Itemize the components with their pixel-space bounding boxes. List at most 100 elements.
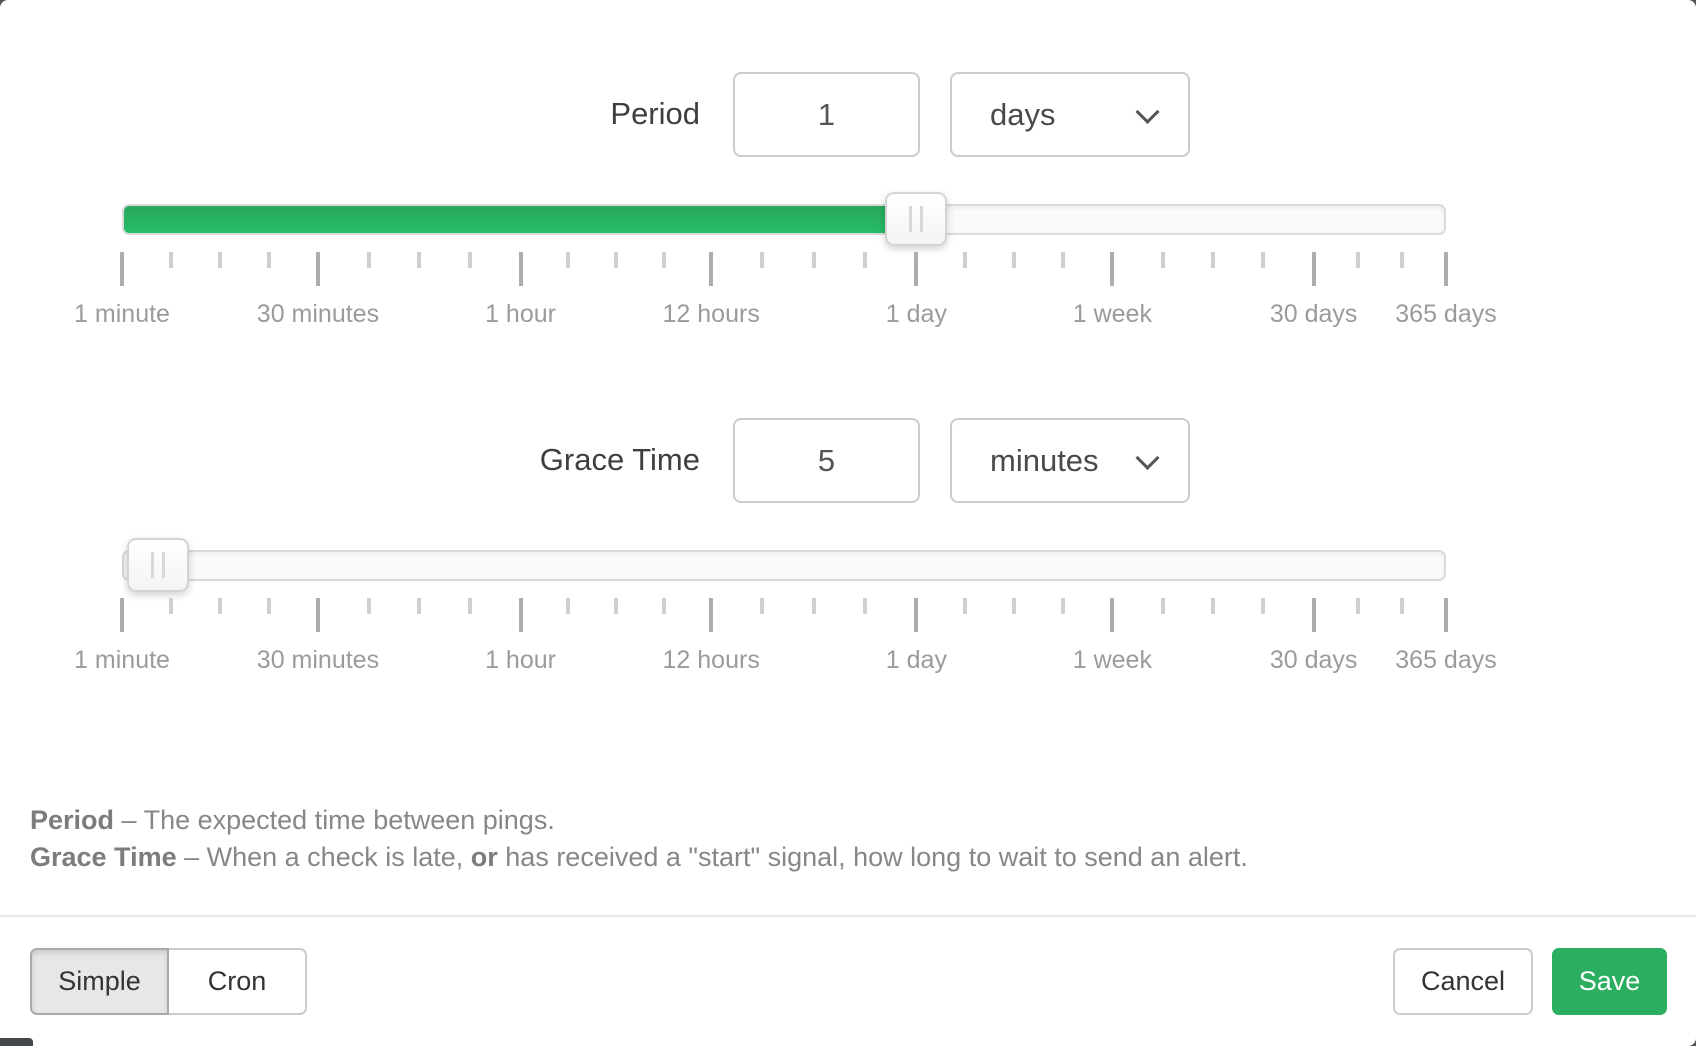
scale-tick-minor [1210,252,1215,268]
scale-tick-label: 12 hours [662,646,760,674]
scale-tick-minor [613,252,618,268]
scale-tick-minor [217,598,222,614]
scale-tick-label: 1 day [885,646,947,674]
scale-tick-minor [811,598,816,614]
scale-tick-minor [613,598,618,614]
scale-tick-minor [366,252,371,268]
period-time-scale: 1 minute 30 minutes 1 hour 12 hours 1 day 1 w… [74,252,1497,332]
scale-tick-minor [760,252,765,268]
cron-mode-button[interactable]: Cron [167,948,307,1015]
scale-tick-minor [467,598,472,614]
scale-tick-label: 12 hours [662,300,760,328]
grace-help-body-1: – When a check is late, [184,842,464,872]
scale-tick-major [1311,598,1316,632]
scale-tick-label: 30 days [1269,300,1358,328]
scale-tick-label: 365 days [1395,646,1497,674]
scale-tick-label: 30 days [1269,646,1358,674]
backdrop-fragment [0,1038,33,1046]
scale-tick-minor [217,252,222,268]
scale-tick-label: 30 minutes [256,646,380,674]
footer-divider [0,915,1696,917]
scale-tick-minor [1355,252,1360,268]
scale-tick-major [315,598,320,632]
scale-tick-minor [467,252,472,268]
period-unit-select[interactable]: days [950,72,1190,157]
grace-slider-track[interactable] [122,550,1446,581]
scale-tick-label: 365 days [1395,300,1497,328]
scale-tick-minor [863,598,868,614]
scale-tick-major [914,252,919,286]
scale-tick-minor [863,252,868,268]
scale-tick-label: 1 hour [485,646,556,674]
scale-tick-minor [963,252,968,268]
scale-tick-minor [1061,598,1066,614]
grace-slider-handle[interactable] [127,538,189,592]
scale-tick-major [1311,252,1316,286]
scale-tick-minor [566,252,571,268]
grace-unit-select[interactable]: minutes [950,418,1190,503]
grace-help-text: Grace Time – When a check is late, or ha… [30,839,1666,876]
scale-tick-minor [417,598,422,614]
scale-tick-minor [1261,252,1266,268]
scale-tick-minor [366,598,371,614]
scale-tick-minor [1012,252,1017,268]
scale-tick-label: 1 minute [74,300,170,328]
period-slider-handle[interactable] [885,192,947,246]
period-slider-track[interactable] [122,204,1446,235]
period-help-text: Period – The expected time between pings… [30,802,1666,839]
period-label: Period [610,96,700,131]
scale-tick-major [1444,598,1448,632]
scale-tick-major [1110,598,1115,632]
scale-tick-label: 1 minute [74,646,170,674]
scale-tick-minor [1012,598,1017,614]
scale-tick-minor [1355,598,1360,614]
grace-help-body-2: has received a "start" signal, how long … [505,842,1248,872]
scale-tick-minor [266,598,271,614]
scale-tick-minor [266,252,271,268]
scale-tick-major [120,598,124,632]
grace-unit-select-wrap: minutes [950,418,1190,503]
scale-tick-minor [661,252,666,268]
scale-tick-minor [1261,598,1266,614]
scale-tick-minor [963,598,968,614]
scale-tick-label: 1 week [1072,646,1152,674]
period-help-body: – The expected time between pings. [121,805,555,835]
scale-tick-minor [168,252,173,268]
scale-tick-major [315,252,320,286]
scale-tick-label: 1 hour [485,300,556,328]
grace-help-or: or [470,842,498,872]
scale-tick-minor [1210,598,1215,614]
scale-tick-minor [1160,598,1165,614]
cancel-button[interactable]: Cancel [1393,948,1533,1015]
scale-tick-major [1444,252,1448,286]
scale-tick-minor [417,252,422,268]
scale-tick-major [709,252,714,286]
scale-tick-minor [168,598,173,614]
save-button[interactable]: Save [1552,948,1667,1015]
scale-tick-minor [661,598,666,614]
scale-tick-minor [1399,598,1404,614]
scale-tick-major [120,252,124,286]
scale-tick-major [1110,252,1115,286]
grace-help-term: Grace Time [30,842,177,872]
period-value-input[interactable] [733,72,920,157]
scale-tick-major [914,598,919,632]
scale-tick-minor [1160,252,1165,268]
scale-tick-minor [760,598,765,614]
grace-time-scale: 1 minute 30 minutes 1 hour 12 hours 1 day 1 w… [74,598,1497,678]
scale-tick-label: 30 minutes [256,300,380,328]
period-unit-select-wrap: days [950,72,1190,157]
scale-tick-major [518,252,523,286]
scale-tick-minor [566,598,571,614]
scale-tick-minor [811,252,816,268]
grace-value-input[interactable] [733,418,920,503]
period-help-term: Period [30,805,115,835]
scale-tick-minor [1061,252,1066,268]
scale-tick-minor [1399,252,1404,268]
scale-tick-major [709,598,714,632]
simple-mode-button[interactable]: Simple [30,948,169,1015]
period-slider-fill [124,206,916,233]
grace-time-label: Grace Time [539,442,700,477]
scale-tick-label: 1 day [885,300,947,328]
